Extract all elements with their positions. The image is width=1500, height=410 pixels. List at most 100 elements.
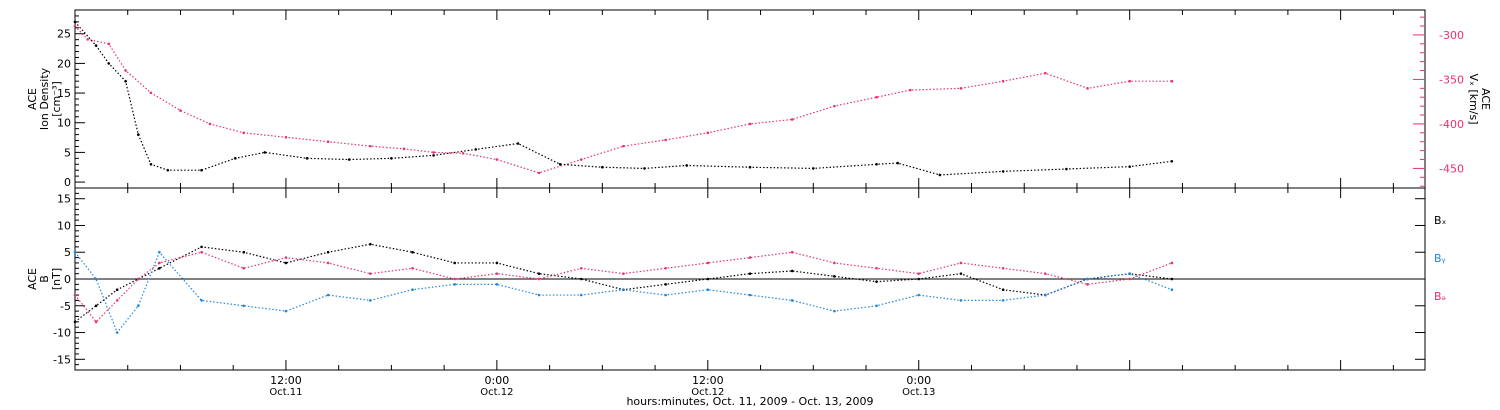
data-point [326, 261, 330, 265]
bottom-left-tick-label: 10 [57, 219, 71, 232]
data-point [811, 167, 815, 170]
data-point [748, 293, 752, 297]
data-point [622, 144, 625, 148]
data-point [558, 162, 562, 166]
data-point [326, 140, 330, 144]
data-point [579, 158, 583, 161]
legend-by: Bᵧ [1434, 252, 1446, 265]
data-point [94, 320, 98, 324]
top-left-ylabel-line2: Ion Density [38, 67, 51, 130]
bottom-left-tick-label: 15 [57, 193, 71, 206]
data-point [1065, 167, 1068, 171]
data-point [305, 157, 309, 160]
data-point [242, 304, 246, 308]
data-point [179, 109, 182, 112]
data-point [579, 293, 583, 297]
data-point [200, 250, 203, 254]
data-point [200, 245, 203, 249]
data-point [495, 158, 499, 161]
data-point [917, 277, 921, 281]
x-tick-label-time: 0:00 [485, 374, 510, 387]
bottom-left-ylabel-line1: ACE [26, 268, 39, 290]
data-point [73, 250, 77, 254]
data-point [390, 157, 393, 160]
data-point [1170, 261, 1174, 265]
data-point [664, 138, 667, 142]
data-point [107, 62, 111, 65]
data-point [790, 299, 794, 302]
data-point [685, 164, 689, 167]
data-point [200, 168, 203, 172]
top-right-ylabel: ACE Vₓ [km/s] [1467, 73, 1492, 124]
data-point [1044, 272, 1047, 275]
data-point [124, 69, 127, 72]
data-point [402, 147, 406, 151]
data-point [664, 283, 667, 286]
series-line [74, 251, 1173, 334]
data-point [1001, 299, 1005, 302]
data-point [326, 250, 330, 254]
data-point [136, 133, 140, 136]
bottom-left-tick-label: -15 [53, 353, 71, 366]
data-point [94, 304, 98, 308]
data-point [107, 42, 111, 46]
x-axis-title: hours:minutes, Oct. 11, 2009 - Oct. 13, … [626, 395, 873, 408]
data-point [124, 79, 127, 83]
data-point [411, 266, 414, 270]
bottom-left-ylabel: ACE B [nT] [26, 268, 63, 290]
data-point [833, 261, 836, 265]
bottom-left-tick-label: -5 [60, 300, 71, 313]
data-point [284, 135, 288, 139]
data-point [73, 320, 77, 324]
top-left-tick-label: 10 [57, 117, 71, 130]
data-point [748, 165, 752, 169]
data-point [537, 171, 541, 175]
data-point [1170, 79, 1174, 83]
data-point [208, 122, 212, 126]
data-point [790, 269, 794, 273]
data-point [474, 148, 478, 151]
data-point [1001, 288, 1005, 292]
x-tick-label-time: 12:00 [270, 374, 302, 387]
series-b [73, 242, 1174, 324]
data-point [411, 288, 414, 292]
data-point [86, 38, 89, 41]
data-point [1086, 277, 1089, 281]
data-point [263, 151, 267, 154]
x-tick-label-date: Oct.13 [902, 387, 935, 398]
top-right-ylabel-line1: ACE [1479, 88, 1492, 110]
bottom-panel-ticks: -15 -10 -5 0 5 10 15 [53, 187, 1425, 371]
bottom-left-tick-label: 0 [64, 273, 71, 286]
bottom-left-tick-label: 5 [64, 246, 71, 259]
series-line [74, 251, 1173, 323]
top-panel-ticks: 0 5 10 15 20 25 -450 -400 -350 -300 [57, 9, 1464, 189]
data-point [73, 24, 77, 28]
data-point [959, 261, 963, 265]
x-tick-label-time: 0:00 [906, 374, 931, 387]
data-point [938, 173, 942, 177]
data-point [453, 283, 456, 286]
top-panel-frame [74, 9, 1426, 189]
data-point [917, 272, 921, 275]
data-point [284, 261, 288, 265]
data-point [706, 277, 710, 281]
data-point [136, 304, 140, 308]
top-right-tick-label: -450 [1439, 162, 1464, 175]
data-point [234, 157, 237, 160]
top-right-ylabel-line2: Vₓ [km/s] [1467, 73, 1480, 124]
data-point [1128, 79, 1131, 83]
data-point [875, 280, 878, 283]
x-tick-label-time: 12:00 [692, 374, 724, 387]
top-left-ylabel: ACE Ion Density [cm⁻³] [26, 67, 63, 130]
top-right-tick-label: -350 [1439, 73, 1464, 86]
data-point [73, 293, 77, 297]
data-point [242, 266, 246, 270]
x-tick-label-date: Oct.11 [269, 387, 302, 398]
data-point [453, 277, 456, 281]
data-point [166, 168, 170, 172]
data-point [326, 293, 330, 297]
data-point [601, 165, 604, 169]
data-point [1086, 87, 1089, 90]
data-point [748, 272, 752, 275]
